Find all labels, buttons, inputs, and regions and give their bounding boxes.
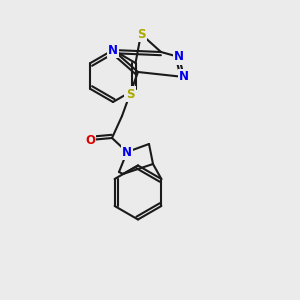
Text: N: N — [174, 50, 184, 64]
Text: N: N — [108, 44, 118, 56]
Text: O: O — [85, 134, 95, 146]
Text: S: S — [126, 88, 134, 100]
Text: S: S — [137, 28, 145, 40]
Text: N: N — [122, 146, 132, 158]
Text: N: N — [179, 70, 189, 83]
